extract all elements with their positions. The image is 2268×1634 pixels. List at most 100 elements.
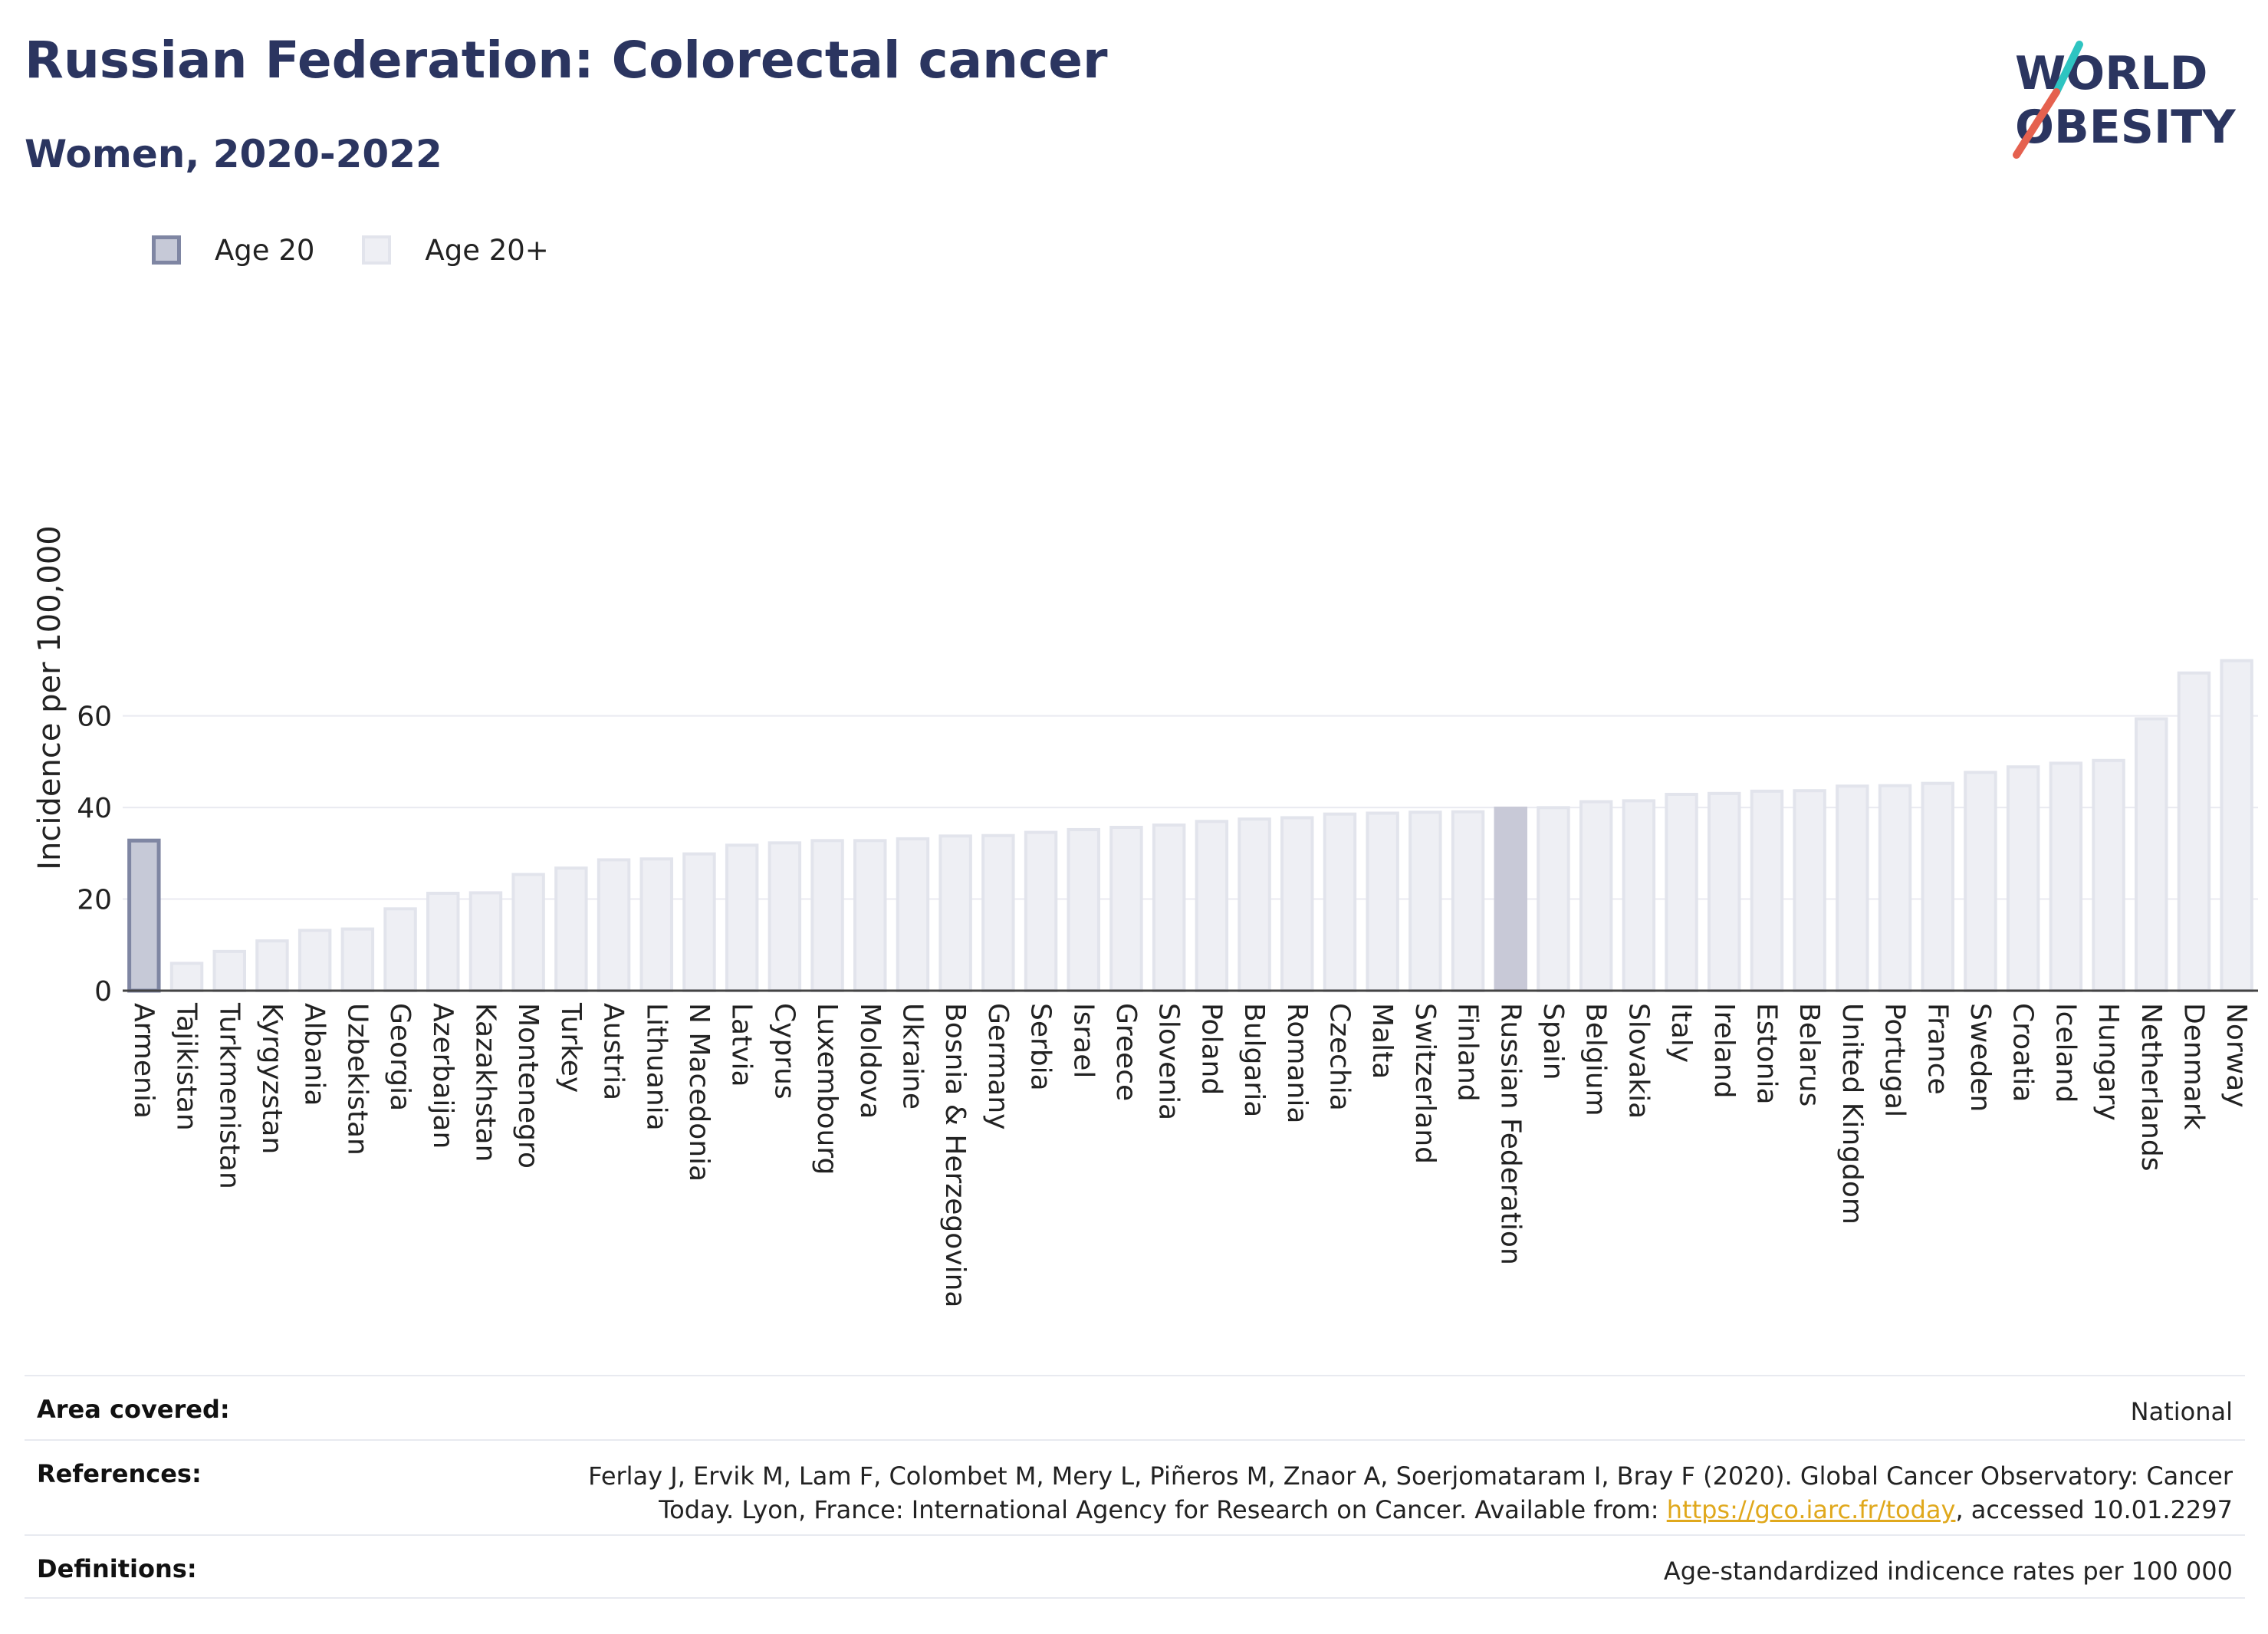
bar-ukraine[interactable] xyxy=(896,837,930,992)
x-tick-label: Italy xyxy=(1665,1003,1697,1063)
logo-slash-coral xyxy=(2013,88,2060,159)
x-tick-label: Azerbaijan xyxy=(427,1003,459,1149)
bar-bulgaria[interactable] xyxy=(1238,817,1271,992)
bar-n-macedonia[interactable] xyxy=(682,852,716,992)
x-tick-label: Greece xyxy=(1110,1003,1142,1101)
bar-greece[interactable] xyxy=(1109,825,1143,993)
x-tick-label: Moldova xyxy=(854,1003,886,1119)
bar-norway[interactable] xyxy=(2220,659,2253,992)
bar-latvia[interactable] xyxy=(725,843,759,993)
area-covered-value: National xyxy=(2130,1397,2233,1426)
x-tick-label: Russian Federation xyxy=(1494,1003,1526,1265)
bar-georgia[interactable] xyxy=(383,907,417,993)
bar-russian-federation[interactable] xyxy=(1494,806,1527,992)
bar-sweden[interactable] xyxy=(1964,771,1997,992)
bar-switzerland[interactable] xyxy=(1408,810,1442,993)
bar-bosnia-herzegovina[interactable] xyxy=(938,834,972,992)
bar-lithuania[interactable] xyxy=(639,857,673,992)
x-tick-label: Sweden xyxy=(1964,1003,1996,1112)
bar-malta[interactable] xyxy=(1366,811,1399,993)
x-tick-label: Norway xyxy=(2220,1003,2252,1108)
bar-kazakhstan[interactable] xyxy=(468,891,503,993)
legend-item-age-20-plus[interactable]: Age 20+ xyxy=(362,234,549,267)
x-tick-label: Portugal xyxy=(1879,1003,1911,1117)
legend-swatch-age-20 xyxy=(152,235,181,265)
bar-belarus[interactable] xyxy=(1793,789,1826,993)
chart-subtitle: Women, 2020-2022 xyxy=(25,132,442,176)
axes: 0 20 40 60 xyxy=(77,702,2258,1008)
x-tick-label: United Kingdom xyxy=(1836,1003,1868,1225)
references-link[interactable]: https://gco.iarc.fr/today xyxy=(1666,1495,1956,1524)
x-tick-label: Uzbekistan xyxy=(341,1003,373,1156)
x-tick-label: Tajikistan xyxy=(171,1002,202,1131)
x-tick-label: Hungary xyxy=(2092,1003,2124,1121)
y-axis-title: Incidence per 100,000 xyxy=(32,525,67,870)
bar-united-kingdom[interactable] xyxy=(1836,784,1869,992)
x-tick-label: Netherlands xyxy=(2135,1003,2167,1171)
bar-germany[interactable] xyxy=(981,833,1015,993)
x-tick-label: Georgia xyxy=(384,1003,416,1111)
x-tick-label: Armenia xyxy=(128,1003,159,1119)
bar-croatia[interactable] xyxy=(2006,765,2040,992)
bar-ireland[interactable] xyxy=(1708,791,1741,993)
bar-denmark[interactable] xyxy=(2177,671,2211,992)
bar-uzbekistan[interactable] xyxy=(340,927,375,992)
x-tick-label: Finland xyxy=(1452,1003,1484,1102)
bar-austria[interactable] xyxy=(597,858,631,992)
bar-albania[interactable] xyxy=(297,929,332,993)
bar-tajikistan[interactable] xyxy=(169,962,204,993)
x-tick-label: Croatia xyxy=(2007,1003,2039,1102)
x-tick-label: Bulgaria xyxy=(1238,1003,1270,1117)
x-tick-label: Montenegro xyxy=(512,1003,544,1169)
bar-italy[interactable] xyxy=(1665,792,1698,993)
bar-romania[interactable] xyxy=(1280,816,1314,993)
x-tick-label: Serbia xyxy=(1025,1003,1057,1091)
legend-item-age-20[interactable]: Age 20 xyxy=(152,234,314,267)
bar-czechia[interactable] xyxy=(1323,812,1357,993)
x-tick-label: Turkmenistan xyxy=(213,1002,245,1189)
logo-word-obesity: OBESITY xyxy=(2015,100,2237,154)
x-tick-label: Kyrgyzstan xyxy=(256,1003,288,1154)
x-tick-label: Iceland xyxy=(2049,1003,2081,1103)
bar-hungary[interactable] xyxy=(2092,758,2125,992)
bar-slovakia[interactable] xyxy=(1622,799,1656,993)
bar-luxembourg[interactable] xyxy=(810,839,844,992)
bar-cyprus[interactable] xyxy=(768,841,802,992)
bar-serbia[interactable] xyxy=(1024,830,1058,992)
x-tick-label: Romania xyxy=(1281,1003,1313,1123)
bar-montenegro[interactable] xyxy=(511,873,545,992)
bar-finland[interactable] xyxy=(1451,810,1485,992)
bar-france[interactable] xyxy=(1921,781,1954,992)
category-labels: Armenia Tajikistan Turkmenistan Kyrgyzstan A… xyxy=(128,1002,2252,1307)
x-tick-label: Lithuania xyxy=(640,1003,672,1131)
x-tick-label: Turkey xyxy=(555,1002,587,1093)
bar-turkmenistan[interactable] xyxy=(212,949,246,992)
bar-netherlands[interactable] xyxy=(2135,717,2168,992)
x-tick-label: Belarus xyxy=(1793,1003,1825,1106)
bar-azerbaijan[interactable] xyxy=(426,891,460,992)
bar-spain[interactable] xyxy=(1537,806,1570,993)
x-tick-label: Austria xyxy=(598,1003,629,1100)
x-tick-label: N Macedonia xyxy=(683,1003,715,1182)
bar-slovenia[interactable] xyxy=(1152,824,1186,992)
bar-belgium[interactable] xyxy=(1579,800,1613,993)
bar-moldova[interactable] xyxy=(853,839,887,992)
bar-israel[interactable] xyxy=(1067,827,1100,992)
bar-portugal[interactable] xyxy=(1878,784,1912,992)
logo-slash-teal xyxy=(2053,41,2083,96)
bar-armenia[interactable] xyxy=(127,838,161,993)
x-tick-label: Switzerland xyxy=(1409,1003,1441,1164)
bar-turkey[interactable] xyxy=(554,866,588,992)
x-tick-label: Slovakia xyxy=(1622,1003,1654,1119)
y-tick-label: 40 xyxy=(77,793,112,824)
bar-estonia[interactable] xyxy=(1750,789,1784,992)
bar-iceland[interactable] xyxy=(2049,761,2083,992)
x-tick-label: Albania xyxy=(299,1003,330,1106)
x-tick-label: Luxembourg xyxy=(811,1003,843,1175)
bar-kyrgyzstan[interactable] xyxy=(255,939,289,993)
logo-word-world: WORLD xyxy=(2015,47,2207,100)
bar-poland[interactable] xyxy=(1195,820,1229,992)
x-tick-label: Cyprus xyxy=(768,1003,800,1100)
references-text-1: Ferlay J, Ervik M, Lam F, Colombet M, Me… xyxy=(588,1461,2233,1491)
x-tick-label: Germany xyxy=(982,1003,1014,1129)
